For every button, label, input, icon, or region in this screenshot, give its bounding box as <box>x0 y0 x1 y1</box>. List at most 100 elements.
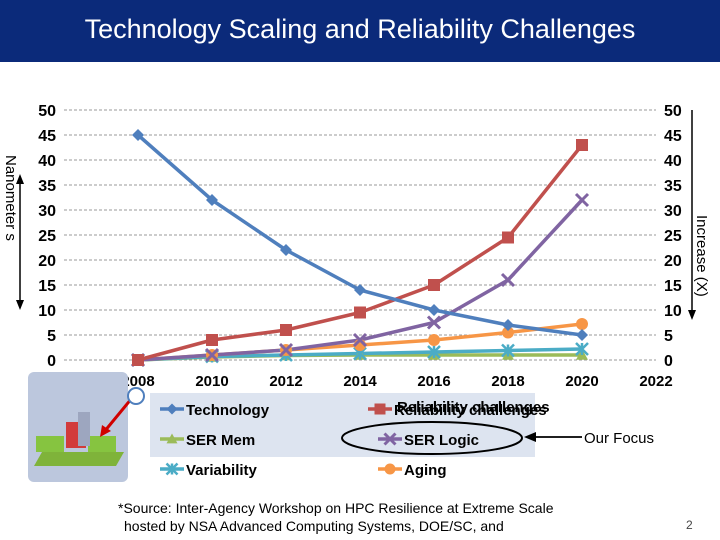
legend-swatch-marker <box>374 403 386 415</box>
point-reliability-challenges <box>576 139 588 151</box>
legend: Technology Reliability challenges SER Mem S… <box>160 399 550 479</box>
legend-entry-reliability-challenges: Reliability challenges <box>368 402 547 419</box>
point-reliability-challenges <box>354 306 366 319</box>
chip-source <box>36 436 64 452</box>
left-tick-label: 25 <box>38 228 56 245</box>
point-reliability-challenges <box>280 324 292 336</box>
chip-pointer-arrow <box>102 397 134 433</box>
point-reliability-challenges <box>502 231 514 244</box>
right-tick-label: 10 <box>664 303 682 320</box>
point-ser-logic <box>352 332 368 348</box>
point-ser-logic <box>574 192 590 208</box>
point-technology <box>206 194 218 206</box>
legend-swatch-marker <box>166 433 178 444</box>
point-aging <box>428 334 440 346</box>
slide-title: Technology Scaling and Reliability Chall… <box>84 14 636 44</box>
legend-swatch-marker <box>384 463 396 475</box>
x-tick-label: 2012 <box>269 373 302 390</box>
point-technology <box>132 129 144 141</box>
left-tick-label: 20 <box>38 253 56 270</box>
right-tick-label: 50 <box>664 103 682 120</box>
legend-entry-variability: Variability <box>160 462 258 479</box>
legend-label: Reliability challenges <box>394 402 547 419</box>
point-technology <box>502 319 514 331</box>
point-variability <box>427 345 441 359</box>
point-aging <box>576 318 588 330</box>
chip-illustration <box>28 372 145 482</box>
point-ser-logic <box>426 315 442 330</box>
x-tick-label: 2008 <box>121 373 154 390</box>
legend-label: SER Logic <box>404 432 479 449</box>
point-reliability-challenges <box>428 279 440 291</box>
chip-pillar <box>78 412 90 446</box>
left-tick-label: 10 <box>38 303 56 320</box>
right-tick-label: 5 <box>664 328 673 345</box>
x-tick-label: 2018 <box>491 373 524 390</box>
chip-pointer-arrow-head <box>100 425 111 437</box>
left-tick-label: 30 <box>38 203 56 220</box>
legend-label: SER Mem <box>186 432 255 449</box>
right-tick-label: 0 <box>664 353 673 370</box>
right-tick-label: 35 <box>664 178 682 195</box>
left-axis-ticks: 0 5 10 15 20 25 30 35 40 45 50 <box>38 103 56 371</box>
legend-swatch-marker <box>383 432 397 446</box>
series-lines <box>136 133 584 362</box>
legend-background <box>150 393 535 457</box>
series-markers <box>130 129 590 368</box>
point-ser-logic <box>278 342 294 358</box>
left-tick-label: 0 <box>47 353 56 370</box>
left-tick-label: 15 <box>38 278 56 295</box>
left-tick-label: 40 <box>38 153 56 170</box>
left-tick-label: 45 <box>38 128 56 145</box>
left-axis-label: Nanometer s <box>2 155 19 241</box>
chip-pointer-dot <box>127 387 145 405</box>
left-tick-label: 50 <box>38 103 56 120</box>
source-line-1: *Source: Inter-Agency Workshop on HPC Re… <box>118 500 554 516</box>
legend-swatch-marker <box>166 403 178 415</box>
x-tick-label: 2016 <box>417 373 450 390</box>
source-note: *Source: Inter-Agency Workshop on HPC Re… <box>118 499 618 535</box>
right-tick-label: 25 <box>664 228 682 245</box>
point-reliability-challenges <box>132 354 144 366</box>
x-tick-label: 2014 <box>343 373 377 390</box>
point-variability <box>501 343 515 358</box>
chip-substrate <box>34 452 124 466</box>
legend-entry-technology: Technology <box>160 402 270 419</box>
point-technology <box>280 244 292 256</box>
point-technology <box>576 329 588 341</box>
legend-label: Aging <box>404 462 447 479</box>
legend-entry-ser-logic: SER Logic <box>378 432 479 449</box>
page-number: 2 <box>686 518 693 532</box>
focus-label: Our Focus <box>584 430 654 447</box>
right-axis-ticks: 0 5 10 15 20 25 30 35 40 45 50 <box>664 103 682 371</box>
source-line-2: hosted by NSA Advanced Computing Systems… <box>124 518 504 534</box>
right-tick-label: 20 <box>664 253 682 270</box>
focus-ellipse <box>341 421 523 455</box>
x-tick-label: 2022 <box>639 373 672 390</box>
legend-label: Variability <box>186 462 258 479</box>
legend-swatch-marker <box>165 462 179 476</box>
point-ser-logic <box>500 272 516 288</box>
left-arrow-head-up <box>16 174 24 184</box>
left-tick-label: 35 <box>38 178 56 195</box>
focus-arrow-head <box>524 432 536 442</box>
right-arrow-head-down <box>688 310 696 320</box>
legend-label: Technology <box>186 402 270 419</box>
left-tick-label: 5 <box>47 328 56 345</box>
right-tick-label: 15 <box>664 278 682 295</box>
point-ser-logic <box>204 347 220 363</box>
point-technology <box>354 284 366 296</box>
x-axis-ticks: 200620082010201220142016201820202022 <box>47 373 672 390</box>
chip-drain <box>88 436 116 452</box>
point-variability <box>575 342 589 356</box>
legend-entry-ser-mem: SER Mem <box>160 432 255 449</box>
right-tick-label: 30 <box>664 203 682 220</box>
right-tick-label: 40 <box>664 153 682 170</box>
right-axis-label: Increase (X) <box>693 215 710 297</box>
x-tick-label: 2010 <box>195 373 228 390</box>
legend-label-overlap: Reliability challenges <box>397 399 550 416</box>
point-aging <box>502 326 514 339</box>
x-tick-label: 2020 <box>565 373 598 390</box>
left-arrow-head-down <box>16 300 24 310</box>
